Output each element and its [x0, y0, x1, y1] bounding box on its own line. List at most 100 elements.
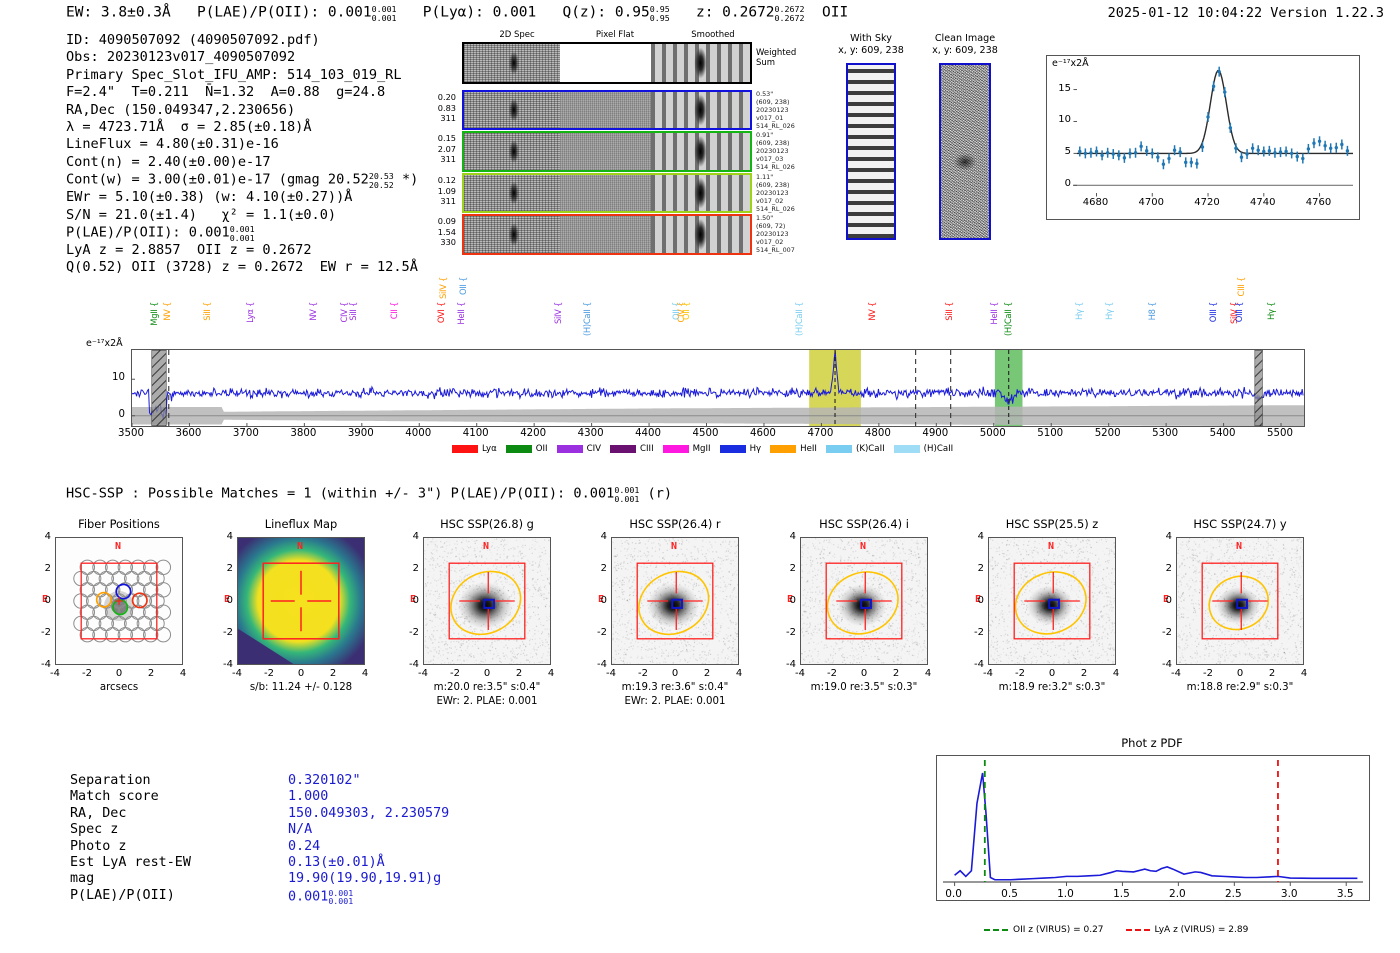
spec2d-row-3-right: 1.11" (609, 238) 20230123 v017_02 514_RL_026 [756, 173, 795, 214]
lp-xtick: 4680 [1082, 197, 1109, 208]
clean-image-title-text: Clean Image [934, 33, 996, 44]
pz-legend-item: LyA z (VIRUS) = 2.89 [1125, 925, 1248, 935]
lineflux-map-compass-e: E [224, 594, 231, 605]
spec2d-col-smoothed: Smoothed [691, 30, 735, 40]
spectrum-line-label: Hγ { [1266, 302, 1277, 321]
spectrum-line-label: OVI { [436, 302, 447, 324]
info-gmag-hi: 20.53 [368, 171, 394, 182]
info-line-ewr: EWr = 5.10(±0.38) (w: 4.10(±0.27))Å [66, 189, 353, 206]
pz-xtick: 1.0 [1057, 888, 1074, 900]
hsc-ssp-y-axes[interactable] [1176, 537, 1304, 665]
hsc-ssp-z-xtick: -4 [983, 668, 993, 679]
hsc-ssp-r-xtick: 0 [671, 668, 679, 679]
hsc-ssp-r-xtick: -2 [638, 668, 648, 679]
match-value: 0.0010.001 0.001 [288, 888, 353, 906]
hsc-ssp-r-compass-n: N [671, 541, 678, 552]
spectrum-xtick: 3600 [175, 428, 202, 439]
hsc-plae-lo: 0.001 [614, 493, 640, 504]
spectrum-line-label: Hγ { [1104, 302, 1115, 321]
lineflux-map-xtick: -2 [264, 668, 274, 679]
fiber-positions-axes[interactable] [55, 537, 183, 665]
spectrum-line-label: NV { [867, 302, 878, 321]
info-line-z: LyA z = 2.8857 OII z = 0.2672 [66, 242, 312, 259]
pz-xtick: 3.5 [1336, 888, 1354, 900]
spectrum-legend-item: Lyα [452, 444, 497, 454]
fiber-positions-ytick: 4 [44, 531, 51, 542]
hsc-ssp-i-axes[interactable] [800, 537, 928, 665]
pz-xtick: 2.5 [1224, 888, 1242, 900]
lineflux-map-xtick: 2 [329, 668, 337, 679]
hsc-ssp-i-ytick: -4 [786, 659, 796, 670]
hsc-ssp-i-caption-1: m:19.0 re:3.5" s:0.3" [810, 682, 918, 693]
hsc-ssp-i-xtick: 4 [924, 668, 932, 679]
hsc-ssp-i-compass-e: E [787, 594, 794, 605]
spec2d-row-3-left: 0.12 1.09 311 [437, 175, 456, 206]
hsc-ssp-y-ytick: -4 [1162, 659, 1172, 670]
hsc-ssp-y-caption-1: m:18.8 re:2.9" s:0.3" [1186, 682, 1294, 693]
hsc-ssp-z-xtick: 2 [1080, 668, 1088, 679]
hsc-ssp-z-ytick: 4 [977, 531, 984, 542]
match-value: 0.320102" [288, 773, 361, 788]
match-key: mag [70, 871, 95, 887]
info-line-sn: S/N = 21.0(±1.4) χ² = 1.1(±0.0) [66, 206, 337, 223]
hsc-ssp-y-xtick: -4 [1171, 668, 1181, 679]
fiber-positions-canvas [56, 538, 182, 664]
hsc-ssp-z-ytick: -2 [974, 627, 984, 638]
lineflux-map-axes[interactable] [237, 537, 365, 665]
spectrum-xtick: 4300 [577, 428, 604, 439]
hsc-ssp-y-xtick: 2 [1268, 668, 1276, 679]
header-z: z: 0.2672 [695, 4, 775, 21]
match-key: Spec z [70, 822, 119, 838]
hsc-ssp-y-xtick: 0 [1236, 668, 1244, 679]
pz-legend-swatch [1125, 929, 1150, 931]
header-summary: EW: 3.8±0.3Å P(LAE)/P(OII): 0.0010.001 0.… [66, 4, 848, 23]
lp-ytick: 10 [1058, 114, 1071, 126]
fiber-positions-compass-n: N [115, 541, 122, 552]
spectrum-xtick: 5000 [979, 428, 1006, 439]
spectrum-xtick: 5100 [1037, 428, 1064, 439]
header-qz-lo: 0.95 [649, 12, 670, 23]
lineflux-map-xtick: 4 [361, 668, 369, 679]
hsc-ssp-z-compass-n: N [1048, 541, 1055, 552]
spectrum-line-label: Hγ { [1073, 302, 1084, 321]
hsc-ssp-g-caption-2: EWr: 2. PLAE: 0.001 [436, 696, 538, 707]
with-sky-title-text: With Sky [850, 33, 892, 44]
clean-image-coords: x, y: 609, 238 [932, 44, 998, 56]
match-value: 150.049303, 2.230579 [288, 805, 450, 821]
hsc-ssp-g-axes[interactable] [423, 537, 551, 665]
hsc-ssp-z-xtick: -2 [1015, 668, 1025, 679]
hsc-ssp-g-xtick: 2 [515, 668, 523, 679]
hsc-ssp-y-ytick: 0 [1165, 595, 1172, 606]
legend-swatch [719, 445, 746, 453]
fiber-positions-compass-e: E [42, 594, 49, 605]
hsc-ssp-y-compass-n: N [1236, 541, 1243, 552]
hsc-ssp-r-axes[interactable] [611, 537, 739, 665]
spectrum-line-label: HeII { [456, 302, 467, 325]
hsc-ssp-r-canvas [612, 538, 738, 664]
spectrum-line-label: SiII { [943, 302, 954, 321]
legend-swatch [770, 445, 797, 453]
spec2d-row-4-right: 1.50" (609, 72) 20230123 v017_02 514_RL_007 [756, 214, 795, 255]
hsc-ssp-z-axes[interactable] [988, 537, 1116, 665]
header-plae: P(LAE)/P(OII): 0.001 [196, 4, 372, 21]
phot-z-pdf-legend: OII z (VIRUS) = 0.27 LyA z (VIRUS) = 2.89 [984, 925, 1248, 935]
match-plae-hi: 0.001 [328, 887, 354, 898]
hsc-ssp-i-compass-n: N [860, 541, 867, 552]
header-z-lo: 0.2672 [774, 12, 805, 23]
spectrum-legend-item: (K)CaII [825, 444, 885, 454]
full-spectrum-plot [131, 349, 1305, 427]
header-qz: Q(z): 0.95 [562, 4, 650, 21]
legend-label: MgII [692, 444, 711, 454]
hsc-ssp-g-xtick: -2 [450, 668, 460, 679]
spectrum-legend: Lyα OII CIV CIII MgII Hγ HeII (K)CaII (H)CaII [452, 444, 953, 454]
info-line-lineflux: LineFlux = 4.80(±0.31)e-16 [66, 136, 279, 153]
info-line-plae: P(LAE)/P(OII): 0.0010.001 0.001 [66, 224, 418, 242]
hsc-ssp-header: HSC-SSP : Possible Matches = 1 (within +… [66, 485, 672, 504]
spectrum-legend-item: MgII [662, 444, 711, 454]
lineflux-map-ytick: 2 [226, 563, 233, 574]
spectrum-legend-item: Hγ [719, 444, 761, 454]
spectrum-line-label: SiII { [201, 302, 212, 321]
weighted-sum-strip [462, 42, 752, 84]
spectrum-xtick: 4900 [922, 428, 949, 439]
hsc-ssp-g-ytick: 0 [412, 595, 419, 606]
